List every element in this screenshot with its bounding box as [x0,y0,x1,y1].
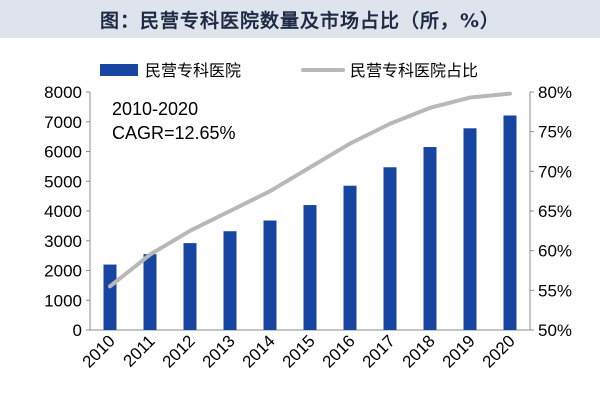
share-line [108,91,512,289]
y-right-tick-label: 70% [538,162,572,181]
cagr-annotation: CAGR=12.65% [112,123,236,143]
y-left-tick-label: 5000 [44,172,82,191]
combo-chart: 0 1000 2000 3000 4000 5000 6000 7000 8000 50% 55% 6… [44,62,572,372]
x-tick-label: 2020 [479,331,519,371]
x-tick-label: 2013 [199,331,239,371]
bar [143,254,157,330]
y-right-tick-label: 50% [538,321,572,340]
y-left-tick-label: 6000 [44,143,82,162]
x-tick-label: 2017 [359,331,399,371]
x-tick-label: 2012 [159,331,199,371]
x-tick-label: 2010 [79,331,119,371]
bar [343,185,357,330]
legend-bar-label: 民营专科医院 [145,62,241,80]
y-left-tick-label: 7000 [44,113,82,132]
bar [103,264,117,330]
y-left-tick-label: 8000 [44,83,82,102]
x-tick-label: 2018 [399,331,439,371]
y-left-tick-label: 4000 [44,202,82,221]
y-right-tick-label: 55% [538,281,572,300]
y-right-tick-label: 75% [538,123,572,142]
bar [503,115,517,330]
x-tick-label: 2014 [239,331,279,371]
y-right-tick-label: 60% [538,242,572,261]
chart-title-bar: 图：民营专科医院数量及市场占比（所，%） [0,0,600,38]
legend-line-label: 民营专科医院占比 [350,62,478,80]
bar [263,220,277,330]
bar [303,205,317,330]
legend-bar-swatch [100,64,138,76]
y-left-tick-label: 1000 [44,291,82,310]
bar [383,167,397,330]
y-right-tick-label: 80% [538,83,572,102]
bar [463,128,477,330]
bar [423,147,437,330]
x-tick-label: 2015 [279,331,319,371]
y-right-tick-label: 65% [538,202,572,221]
y-left-tick-label: 2000 [44,262,82,281]
x-tick-label: 2011 [120,331,159,370]
chart-title: 图：民营专科医院数量及市场占比（所，%） [99,9,501,32]
bar [183,243,197,330]
y-left-tick-label: 0 [73,321,82,340]
bar [223,231,237,330]
y-left-tick-label: 3000 [44,232,82,251]
x-tick-label: 2016 [319,331,359,371]
x-tick-label: 2019 [439,331,479,371]
cagr-annotation: 2010-2020 [112,99,198,119]
